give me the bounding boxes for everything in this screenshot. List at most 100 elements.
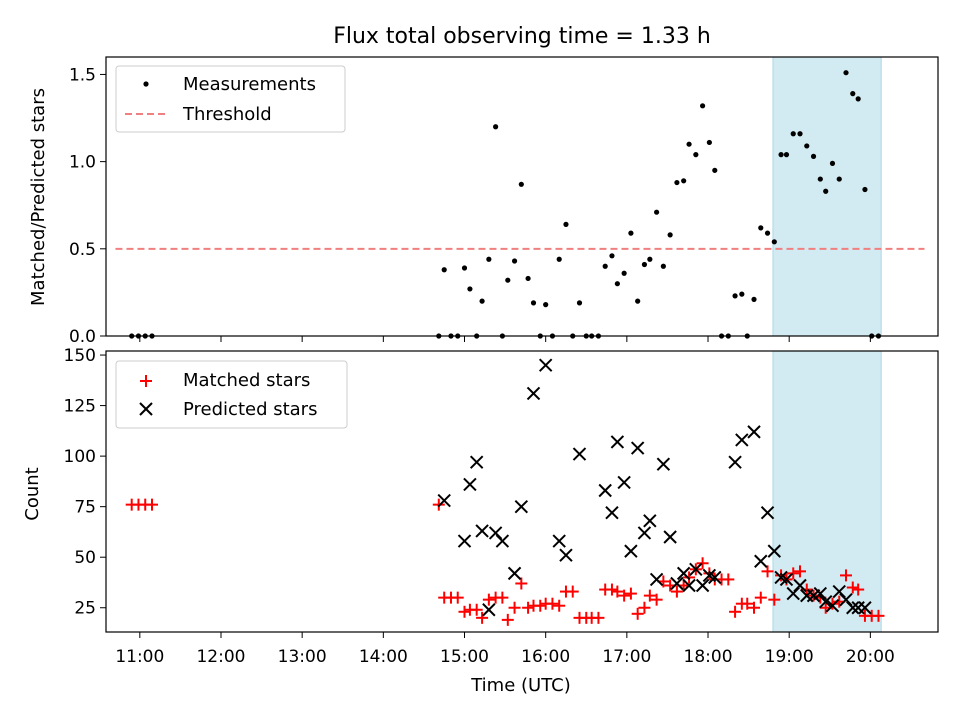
measurement-point [855, 96, 861, 102]
measurement-point [778, 152, 784, 158]
bottom-plot-frame [105, 350, 939, 633]
predicted-star-point [643, 514, 657, 528]
matched-star-point [650, 593, 663, 606]
y-tick-label: 1.0 [69, 153, 96, 173]
predicted-star-point [695, 578, 710, 593]
predicted-star-point [559, 548, 573, 562]
predicted-star-point [610, 435, 625, 449]
predicted-star-point [813, 586, 828, 601]
measurement-point [556, 256, 562, 262]
x-tick-label: 15:00 [440, 647, 489, 667]
matched-star-point [872, 609, 885, 622]
matched-star-point [145, 498, 158, 511]
measurement-point [836, 176, 842, 182]
matched-star-point [566, 585, 579, 598]
top-plot-frame [105, 56, 939, 337]
legend-matched-label: Matched stars [183, 370, 310, 391]
measurement-point [850, 91, 856, 97]
y-tick-label: 50 [74, 548, 96, 568]
measurement-point [817, 176, 823, 182]
matched-star-point [534, 599, 547, 612]
y-tick-label: 0.5 [69, 240, 96, 260]
matched-star-point [592, 611, 605, 624]
matched-star-point [787, 567, 800, 580]
predicted-star-point [858, 601, 872, 615]
legend-measurements-marker [143, 81, 149, 87]
measurement-point [479, 298, 485, 304]
matched-star-point [546, 597, 559, 610]
legend-measurements-label: Measurements [183, 74, 316, 95]
measurement-point [674, 179, 680, 186]
measurement-point [667, 232, 673, 238]
matched-star-point [840, 569, 853, 582]
x-tick-label: 17:00 [602, 647, 651, 667]
bottom-legend-box [115, 360, 348, 429]
measurement-point [576, 300, 583, 306]
matched-star-point [451, 591, 464, 604]
panel-ratio: Flux total observing time = 1.33 h 0.0 0.… [28, 24, 939, 347]
matched-star-point [470, 603, 483, 616]
matched-star-point [605, 583, 618, 596]
x-tick-label: 12:00 [196, 647, 245, 667]
predicted-star-point [538, 358, 553, 372]
predicted-star-point [767, 544, 782, 558]
x-tick-label: 16:00 [521, 647, 570, 667]
matched-star-point [741, 597, 754, 610]
matched-star-point [515, 577, 528, 590]
measurement-point [823, 188, 829, 194]
predicted-star-point [514, 499, 529, 514]
chart-title: Flux total observing time = 1.33 h [333, 24, 711, 49]
matched-star-point [761, 565, 774, 578]
predicted-star-point [779, 572, 794, 587]
measurement-point [686, 141, 692, 147]
legend-predicted-marker [139, 402, 153, 416]
matched-star-point [852, 583, 865, 596]
matched-star-point [501, 613, 514, 626]
y-tick-label: 1.5 [69, 65, 96, 85]
measurement-point [641, 261, 648, 268]
matched-star-point [794, 565, 807, 578]
predicted-star-point [605, 506, 619, 520]
measurement-point [530, 300, 537, 306]
predicted-star-point [463, 477, 477, 492]
observing-window-span [772, 56, 882, 337]
predicted-star-point [663, 530, 677, 544]
predicted-star-point [637, 526, 652, 540]
predicted-star-point [526, 386, 541, 401]
measurement-point [751, 296, 757, 302]
measurement-point [829, 160, 836, 166]
bottom-legend: Matched stars Predicted stars [115, 360, 348, 429]
panel-counts: 25 50 75 100 125 150 11:00 12:00 13:00 14:00 15:0… [22, 346, 939, 696]
predicted-star-point [437, 493, 451, 508]
top-legend: Measurements Threshold [115, 65, 346, 133]
measurement-point [764, 230, 771, 236]
measurement-point [712, 167, 718, 173]
measurement-point [628, 230, 634, 236]
matched-star-point [748, 601, 761, 614]
predicted-star-point [630, 441, 645, 455]
matched-star-point [846, 581, 859, 594]
x-tick-label: 19:00 [765, 647, 814, 667]
measurement-point [810, 153, 817, 159]
predicted-star-point [598, 483, 612, 498]
measurement-point [654, 209, 660, 215]
measurement-point [602, 263, 608, 269]
measurement-point [790, 131, 796, 137]
measurement-point [647, 256, 653, 262]
predicted-star-point [475, 524, 489, 538]
predicted-star-point [754, 554, 768, 568]
measurement-point [493, 124, 499, 130]
measurement-point [771, 239, 777, 245]
bottom-y-axis-label: Count [22, 467, 43, 520]
measurement-point [609, 253, 615, 259]
measurement-point [660, 263, 666, 269]
measurement-point [783, 152, 790, 158]
measurement-point [563, 221, 569, 227]
measurement-point [467, 286, 473, 292]
matched-star-point [638, 601, 651, 614]
matched-star-point [458, 605, 471, 618]
predicted-star-point [624, 544, 638, 558]
y-tick-label: 0.0 [69, 327, 96, 347]
predicted-star-point [735, 433, 749, 447]
